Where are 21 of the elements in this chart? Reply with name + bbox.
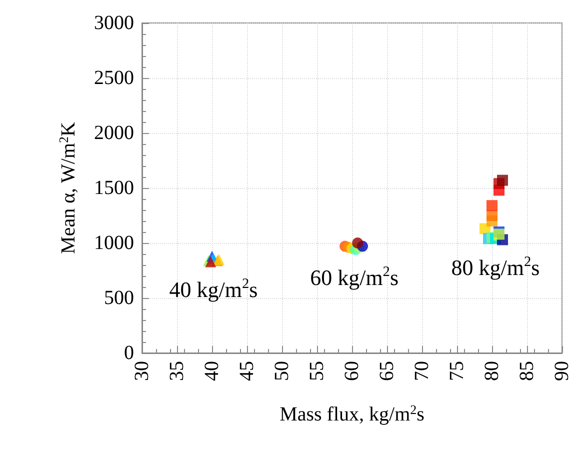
y-tick-label: 1000 [94,232,134,254]
y-tick-label: 1500 [94,177,134,199]
y-tick-label: 2000 [94,122,134,144]
x-tick-label: 65 [376,361,398,381]
x-tick-label: 80 [481,361,503,381]
x-tick-label: 35 [166,361,188,381]
x-tick-label: 70 [411,361,433,381]
x-tick-label: 45 [236,361,258,381]
y-tick-label: 3000 [94,12,134,34]
x-tick-label: 50 [271,361,293,381]
y-tick-label: 0 [124,342,134,364]
y-tick-label: 500 [104,287,134,309]
x-tick-label: 90 [551,361,573,381]
x-tick-label: 55 [306,361,328,381]
x-tick-label: 85 [516,361,538,381]
y-axis-title: Mean α, W/m2K [56,121,80,254]
x-tick-label: 40 [201,361,223,381]
x-tick-label: 75 [446,361,468,381]
x-tick-label: 60 [341,361,363,381]
x-tick-label: 30 [131,361,153,381]
y-tick-label: 2500 [94,67,134,89]
